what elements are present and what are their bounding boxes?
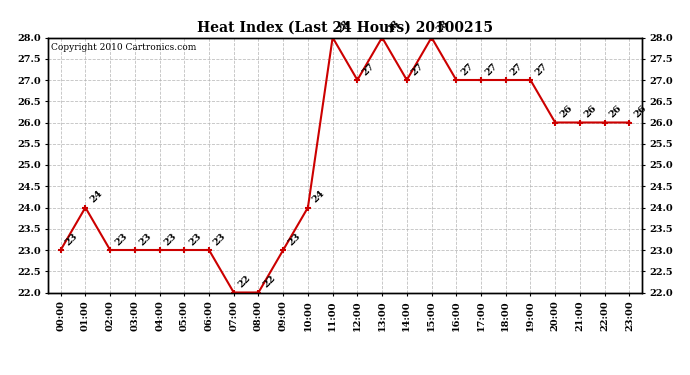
Text: 26: 26 (607, 104, 623, 120)
Text: 23: 23 (113, 231, 129, 247)
Text: Copyright 2010 Cartronics.com: Copyright 2010 Cartronics.com (51, 43, 197, 52)
Text: 23: 23 (137, 231, 154, 247)
Text: 23: 23 (286, 231, 302, 247)
Title: Heat Index (Last 24 Hours) 20100215: Heat Index (Last 24 Hours) 20100215 (197, 21, 493, 35)
Text: 27: 27 (509, 61, 524, 77)
Text: 27: 27 (533, 61, 549, 77)
Text: 26: 26 (582, 104, 599, 120)
Text: 23: 23 (187, 231, 203, 247)
Text: 26: 26 (558, 104, 574, 120)
Text: 27: 27 (484, 61, 500, 77)
Text: 22: 22 (237, 274, 253, 290)
Text: 24: 24 (310, 189, 326, 205)
Text: 26: 26 (632, 104, 648, 120)
Text: 27: 27 (360, 61, 376, 77)
Text: 27: 27 (459, 61, 475, 77)
Text: 28: 28 (434, 19, 451, 35)
Text: 23: 23 (63, 231, 79, 247)
Text: 23: 23 (162, 231, 178, 247)
Text: 22: 22 (262, 274, 277, 290)
Text: 28: 28 (385, 19, 401, 35)
Text: 24: 24 (88, 189, 104, 205)
Text: 28: 28 (335, 19, 351, 35)
Text: 23: 23 (212, 231, 228, 247)
Text: 27: 27 (410, 61, 426, 77)
